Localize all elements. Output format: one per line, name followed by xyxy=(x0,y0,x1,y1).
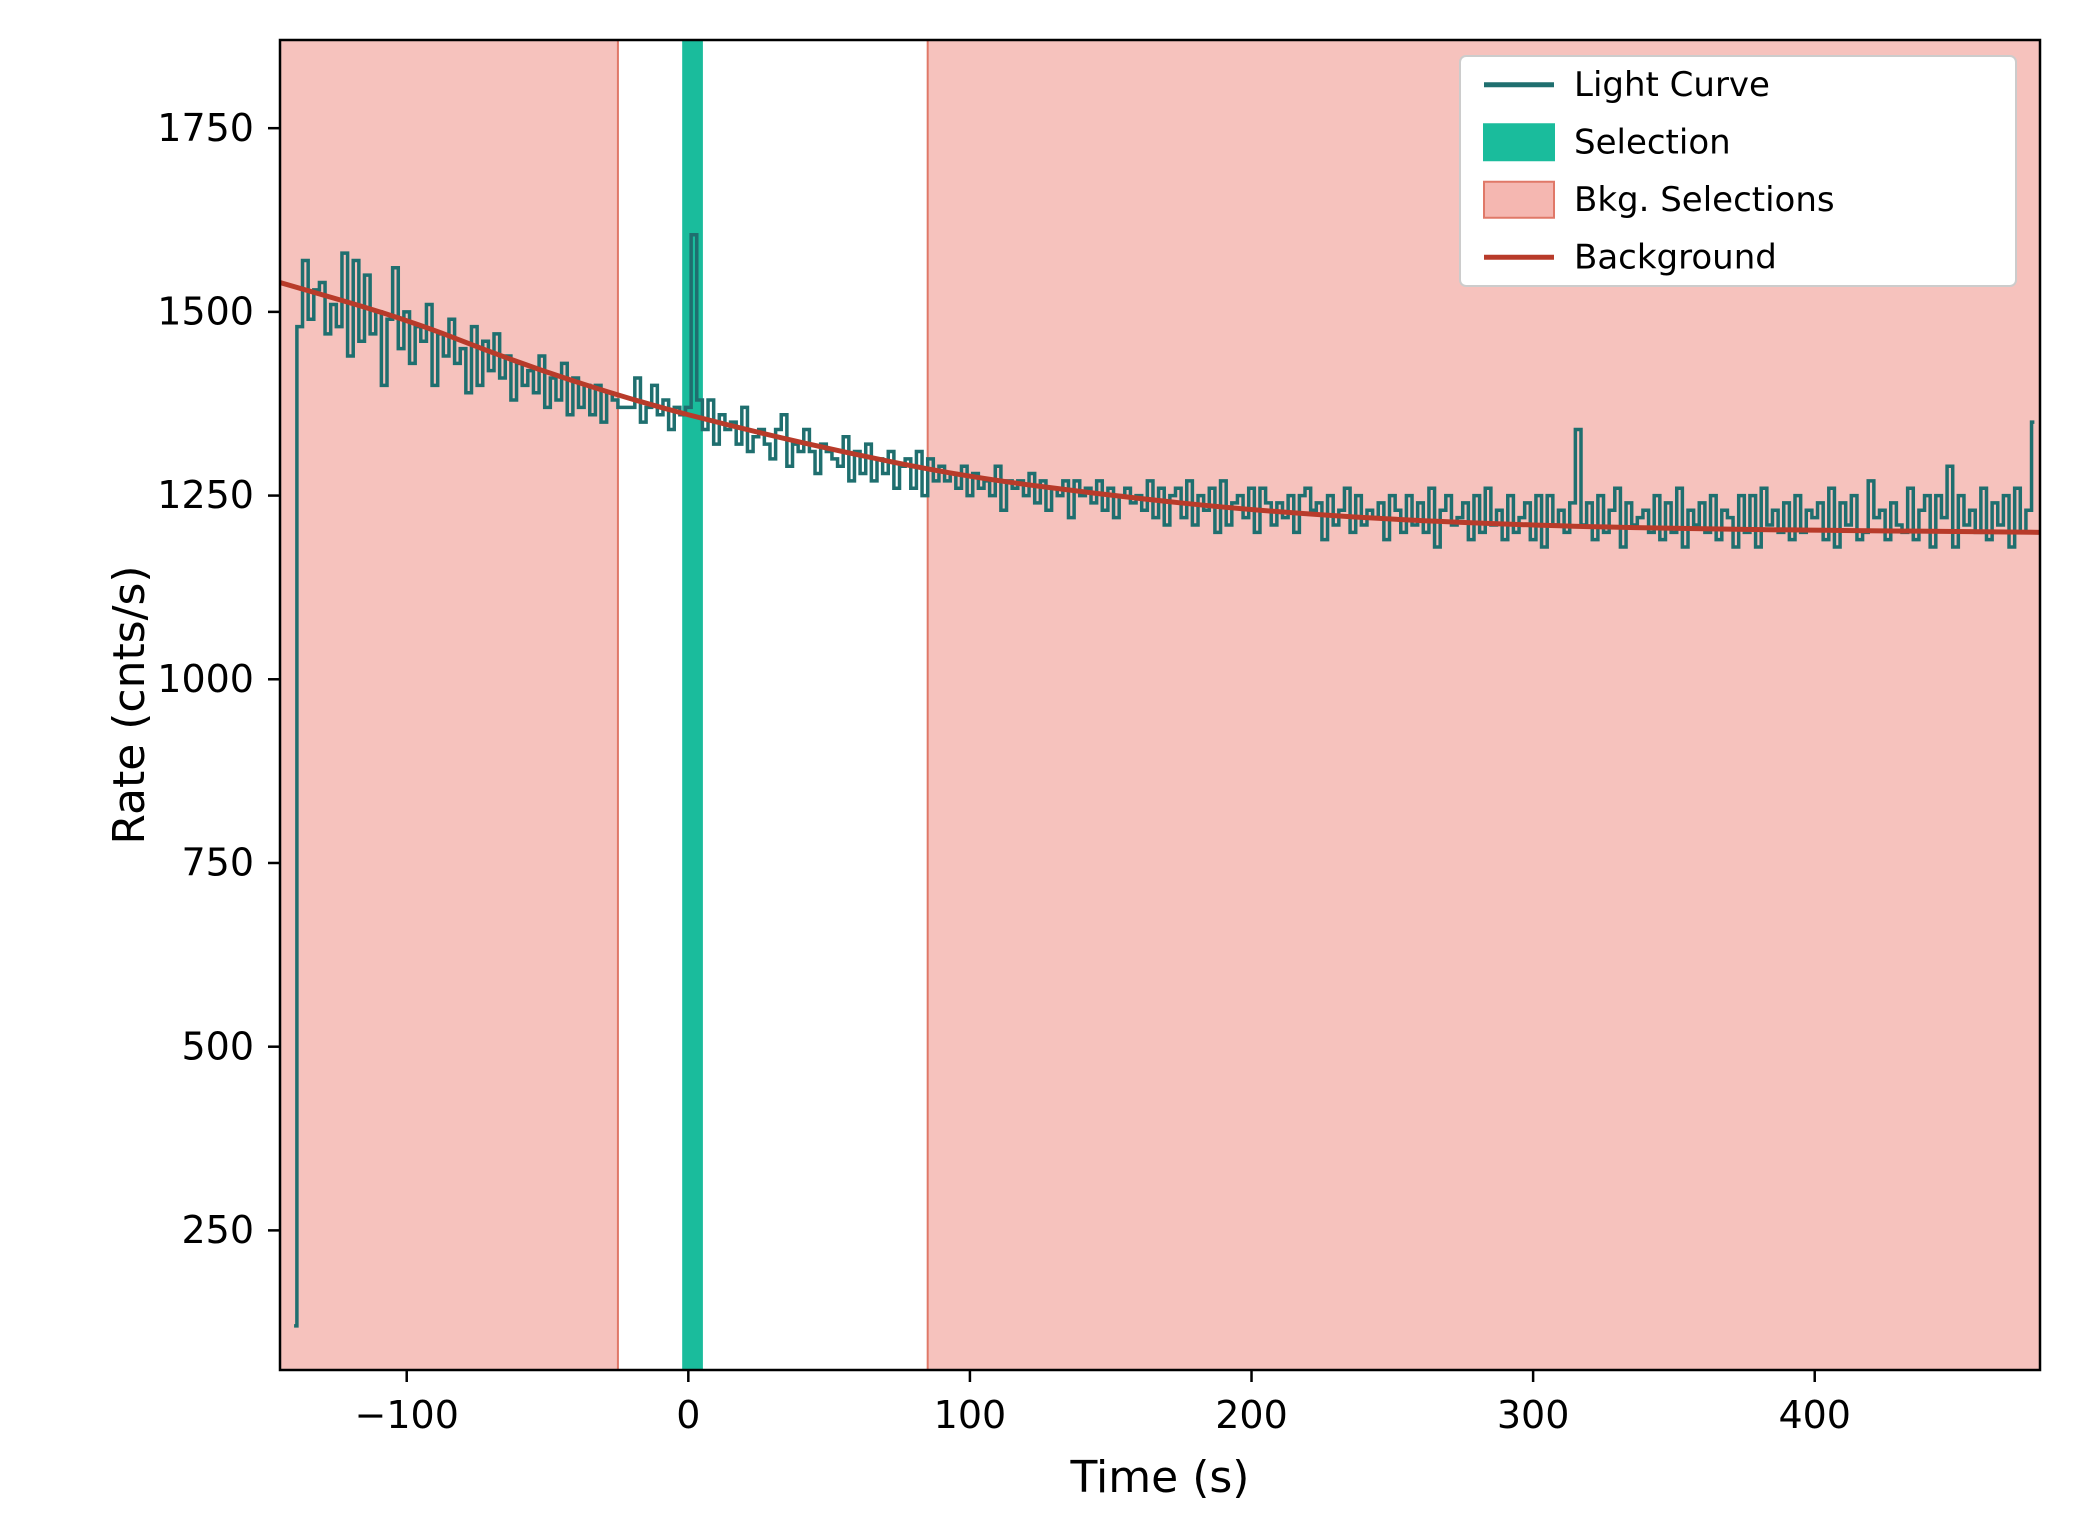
svg-text:1500: 1500 xyxy=(157,290,254,334)
svg-text:Rate (cnts/s): Rate (cnts/s) xyxy=(104,565,155,844)
svg-text:Bkg. Selections: Bkg. Selections xyxy=(1574,180,1835,220)
svg-text:250: 250 xyxy=(181,1208,254,1252)
svg-text:200: 200 xyxy=(1215,1393,1288,1437)
light-curve-chart: −100 0 100 200 300 400 250 500 750 1000 1250 1500 17… xyxy=(0,0,2074,1540)
svg-text:1750: 1750 xyxy=(157,106,254,150)
svg-text:100: 100 xyxy=(934,1393,1007,1437)
svg-text:Light Curve: Light Curve xyxy=(1574,65,1770,105)
svg-text:750: 750 xyxy=(181,841,254,885)
svg-text:−100: −100 xyxy=(355,1393,459,1437)
svg-text:0: 0 xyxy=(676,1393,700,1437)
svg-text:400: 400 xyxy=(1778,1393,1851,1437)
svg-text:Time (s): Time (s) xyxy=(1070,1452,1250,1503)
svg-text:Selection: Selection xyxy=(1574,123,1731,163)
svg-text:1250: 1250 xyxy=(157,473,254,517)
svg-text:300: 300 xyxy=(1497,1393,1570,1437)
chart-svg: −100 0 100 200 300 400 250 500 750 1000 1250 1500 17… xyxy=(0,0,2074,1540)
svg-text:Background: Background xyxy=(1574,238,1777,278)
svg-text:500: 500 xyxy=(181,1024,254,1068)
svg-text:1000: 1000 xyxy=(157,657,254,701)
